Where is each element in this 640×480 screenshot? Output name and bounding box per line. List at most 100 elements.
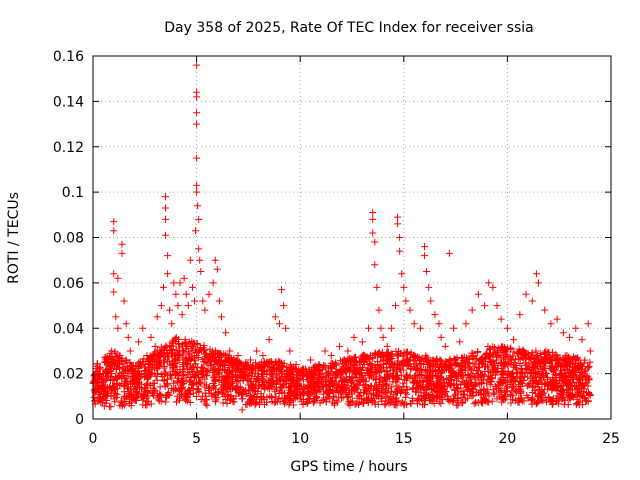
baseline-point <box>101 368 109 376</box>
baseline-point <box>259 367 267 375</box>
data-point <box>371 238 379 246</box>
baseline-point <box>389 373 397 381</box>
baseline-point <box>362 381 370 389</box>
baseline-point <box>306 389 314 397</box>
baseline-point <box>277 383 285 391</box>
baseline-point <box>251 369 259 377</box>
baseline-point <box>112 352 120 360</box>
baseline-point <box>156 390 164 398</box>
baseline-point <box>107 372 115 380</box>
data-point <box>151 342 159 350</box>
baseline-point <box>136 383 144 391</box>
baseline-point <box>170 379 178 387</box>
baseline-point <box>381 401 389 409</box>
baseline-point <box>586 358 594 366</box>
baseline-point <box>392 378 400 386</box>
baseline-point <box>253 373 261 381</box>
baseline-point <box>573 355 581 363</box>
baseline-point <box>393 368 401 376</box>
baseline-point <box>507 399 515 407</box>
data-point <box>193 109 201 117</box>
baseline-point <box>524 394 532 402</box>
baseline-point <box>185 338 193 346</box>
baseline-point <box>182 357 190 365</box>
baseline-point <box>412 361 420 369</box>
baseline-point <box>478 360 486 368</box>
baseline-point <box>251 393 259 401</box>
baseline-point <box>285 401 293 409</box>
baseline-point <box>228 377 236 385</box>
data-point <box>321 347 329 355</box>
data-point <box>234 351 242 359</box>
baseline-point <box>163 392 171 400</box>
data-point <box>485 279 493 287</box>
baseline-point <box>98 382 106 390</box>
baseline-point <box>425 396 433 404</box>
baseline-point <box>342 376 350 384</box>
baseline-point <box>151 358 159 366</box>
baseline-point <box>186 356 194 364</box>
baseline-point <box>127 402 135 410</box>
baseline-point <box>269 363 277 371</box>
data-point <box>410 320 418 328</box>
baseline-point <box>359 352 367 360</box>
baseline-point <box>113 374 121 382</box>
baseline-point <box>228 354 236 362</box>
data-point <box>253 347 261 355</box>
baseline-point <box>148 363 156 371</box>
baseline-point <box>454 385 462 393</box>
data-point <box>246 356 254 364</box>
baseline-point <box>323 376 331 384</box>
data-point <box>510 336 518 344</box>
data-point <box>224 388 232 396</box>
baseline-point <box>424 392 432 400</box>
baseline-point <box>121 375 129 383</box>
baseline-point <box>469 359 477 367</box>
baseline-point <box>151 386 159 394</box>
baseline-point <box>360 357 368 365</box>
baseline-point <box>577 384 585 392</box>
baseline-point <box>551 383 559 391</box>
baseline-point <box>520 376 528 384</box>
baseline-point <box>493 395 501 403</box>
baseline-point <box>279 373 287 381</box>
baseline-point <box>534 398 542 406</box>
baseline-point <box>420 360 428 368</box>
data-point <box>184 302 192 310</box>
baseline-point <box>533 399 541 407</box>
baseline-point <box>184 370 192 378</box>
baseline-point <box>144 387 152 395</box>
baseline-point <box>569 368 577 376</box>
baseline-point <box>213 359 221 367</box>
baseline-point <box>135 365 143 373</box>
data-point <box>93 397 101 405</box>
baseline-point <box>429 362 437 370</box>
baseline-point <box>145 370 153 378</box>
baseline-point <box>500 355 508 363</box>
data-point <box>101 392 109 400</box>
baseline-point <box>168 339 176 347</box>
baseline-point <box>533 359 541 367</box>
baseline-point <box>154 353 162 361</box>
y-tick-label: 0.08 <box>53 231 84 247</box>
baseline-point <box>466 375 474 383</box>
data-point <box>387 324 395 332</box>
baseline-point <box>124 388 132 396</box>
baseline-point <box>195 388 203 396</box>
baseline-point <box>144 357 152 365</box>
baseline-point <box>334 382 342 390</box>
baseline-point <box>396 350 404 358</box>
baseline-point <box>349 397 357 405</box>
data-point <box>186 256 194 264</box>
baseline-point <box>531 379 539 387</box>
baseline-point <box>436 372 444 380</box>
baseline-point <box>459 358 467 366</box>
baseline-point <box>168 346 176 354</box>
x-tick-label: 15 <box>395 431 413 447</box>
baseline-point <box>548 398 556 406</box>
baseline-point <box>199 370 207 378</box>
baseline-point <box>200 346 208 354</box>
baseline-point <box>366 372 374 380</box>
baseline-point <box>557 367 565 375</box>
